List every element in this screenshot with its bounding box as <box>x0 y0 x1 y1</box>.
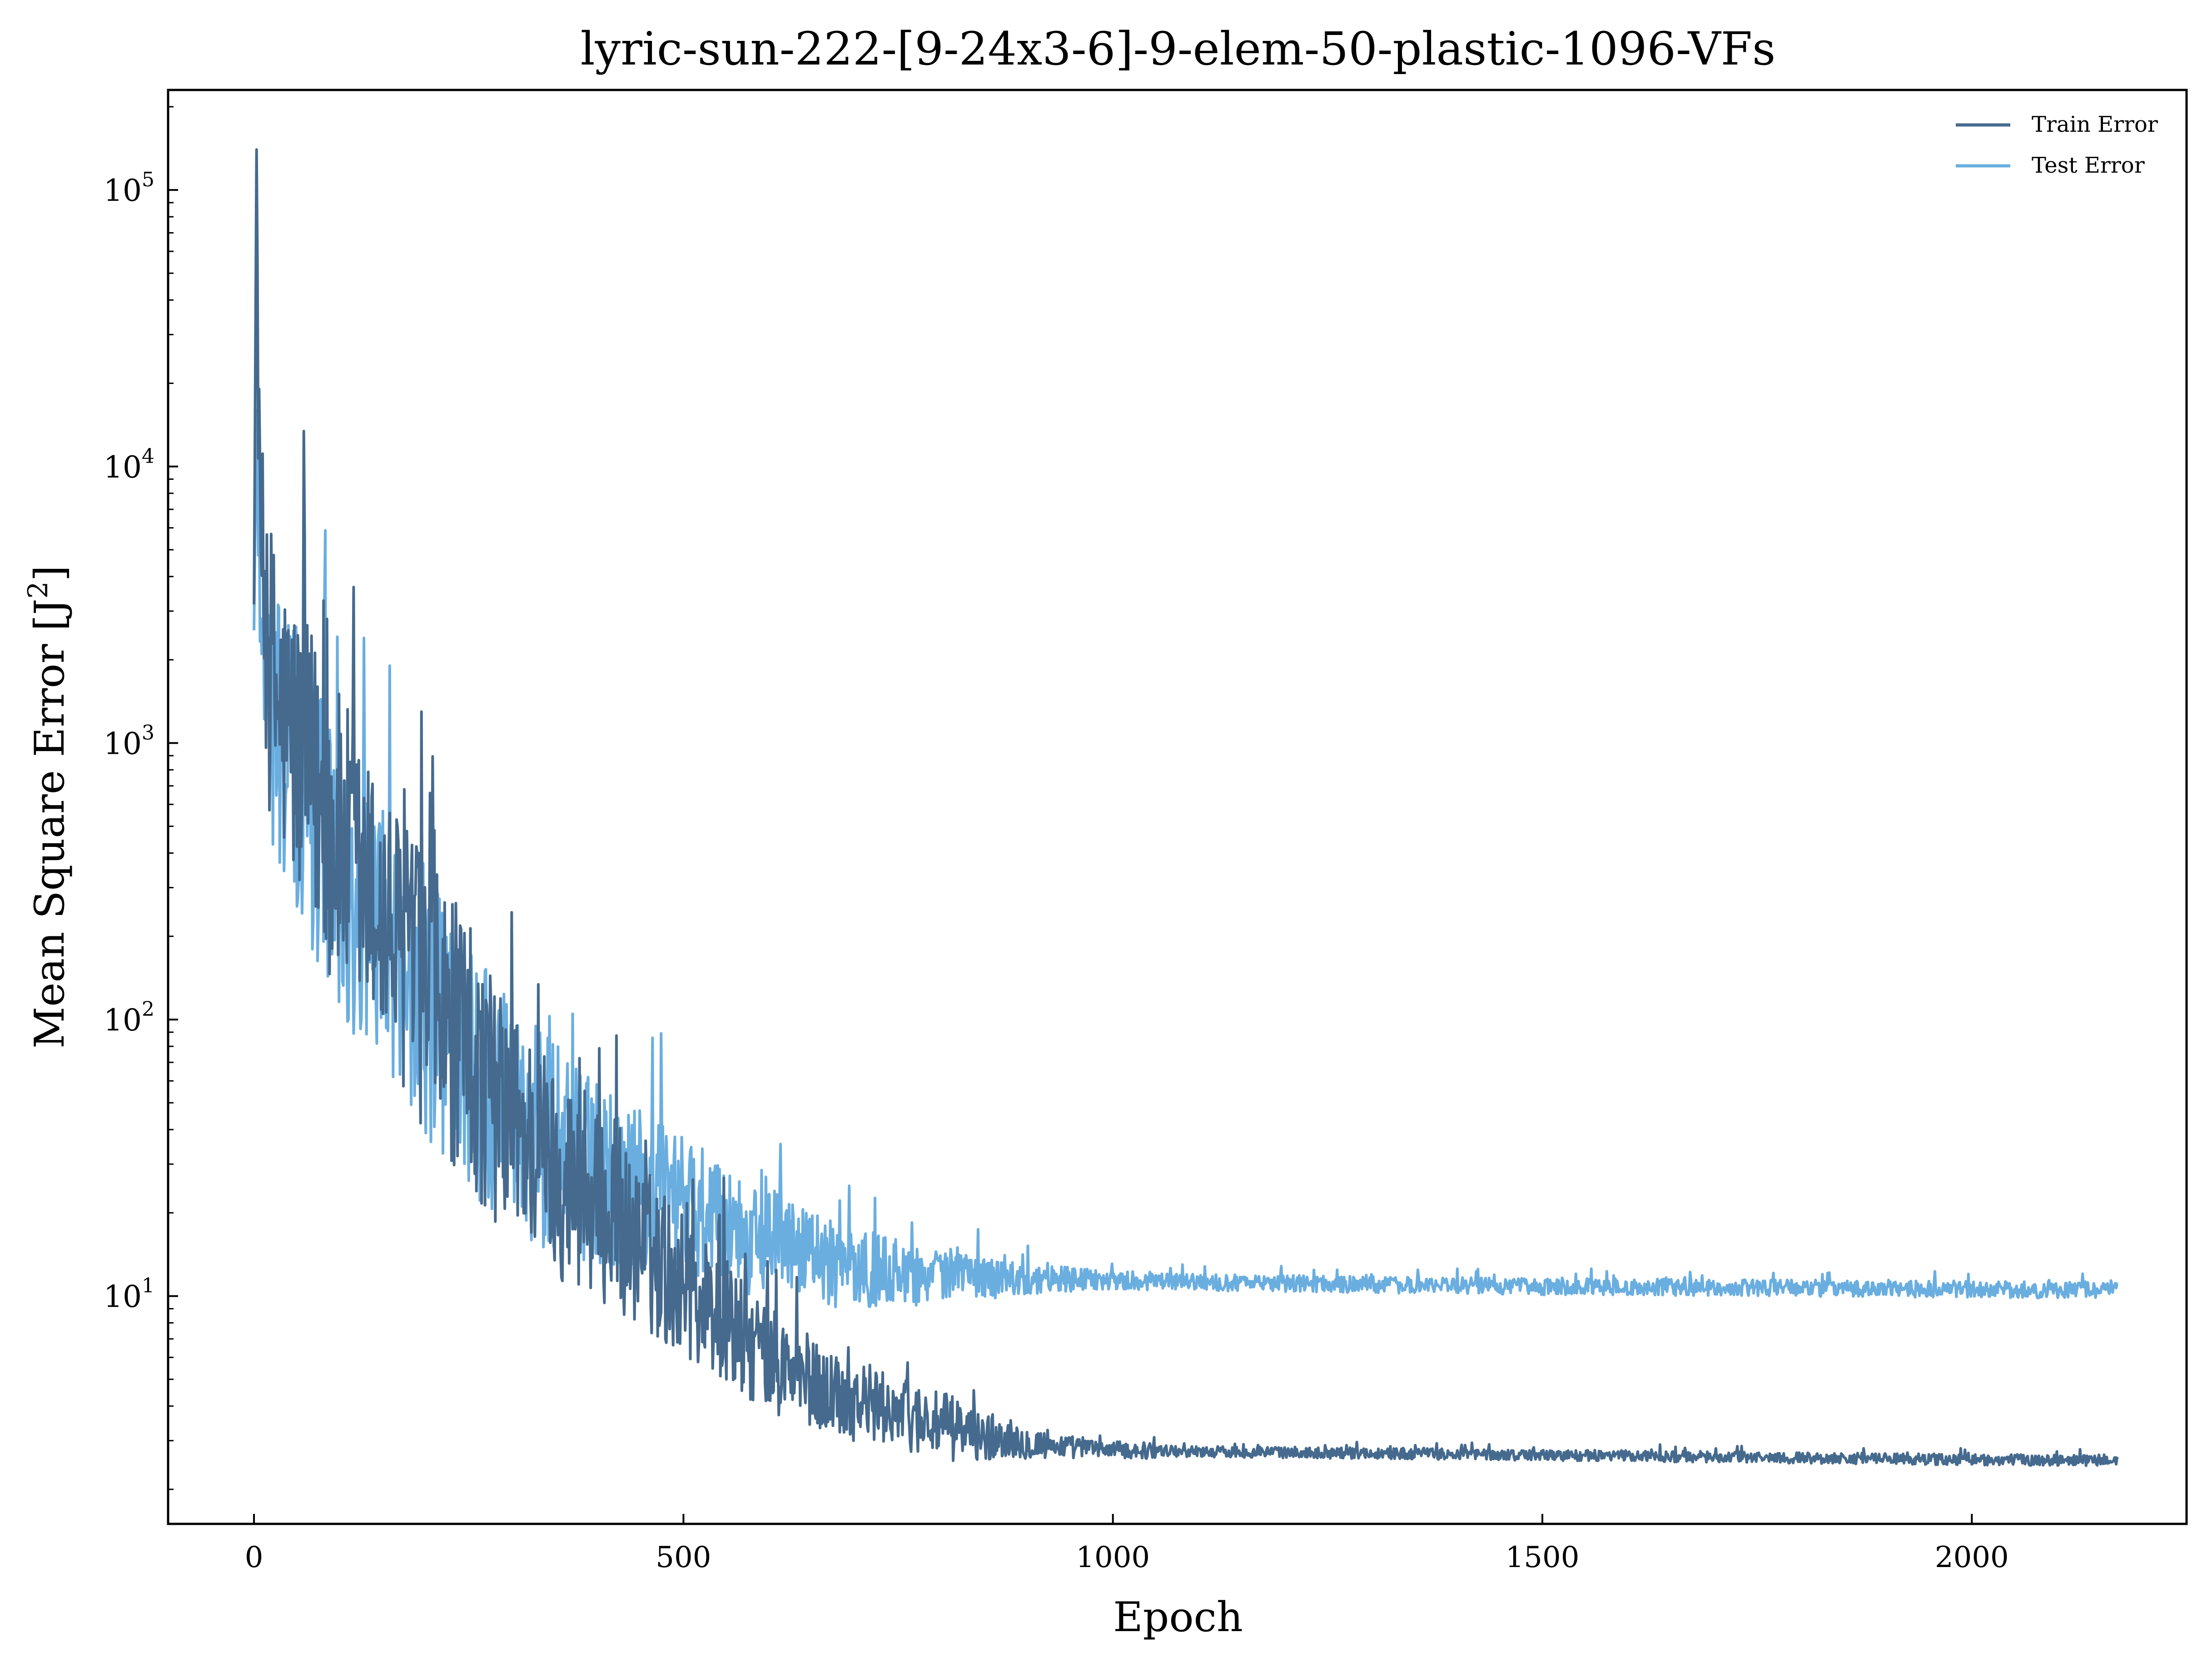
x-tick-label-0: 0 <box>245 1541 263 1574</box>
legend-label-test: Test Error <box>2032 153 2145 178</box>
y-axis-label: Mean Square Error [J2] <box>22 565 74 1049</box>
plot-area <box>167 89 2188 1525</box>
y-axis-label-exponent: 2 <box>22 581 54 598</box>
x-tick-label-2: 1000 <box>1076 1541 1150 1574</box>
axes-frame <box>167 89 2188 1525</box>
x-axis-label: Epoch <box>1113 1593 1243 1641</box>
x-tick-label-4: 2000 <box>1935 1541 2009 1574</box>
chart-title: lyric-sun-222-[9-24x3-6]-9-elem-50-plast… <box>581 22 1776 75</box>
y-tick-label-0: 101 <box>104 1274 154 1314</box>
x-tick-label-3: 1500 <box>1506 1541 1580 1574</box>
x-tick-label-1: 500 <box>656 1541 711 1574</box>
y-axis: 101 102 103 104 105 <box>104 106 178 1490</box>
series-layer <box>253 148 2119 1467</box>
train-error-line <box>253 148 2119 1467</box>
legend-item-test: Test Error <box>1956 153 2145 178</box>
test-error-line <box>253 408 2119 1309</box>
legend-label-train: Train Error <box>2032 112 2158 137</box>
y-tick-label-3: 104 <box>104 445 154 485</box>
y-axis-label-main: Mean Square Error [J <box>26 599 74 1049</box>
y-tick-label-2: 103 <box>104 721 154 761</box>
legend: Train Error Test Error <box>1956 112 2158 178</box>
x-axis: 0 500 1000 1500 2000 <box>245 1514 2009 1574</box>
y-tick-label-1: 102 <box>104 998 154 1038</box>
y-tick-label-4: 105 <box>104 168 154 208</box>
y-axis-label-close: ] <box>26 565 74 581</box>
legend-item-train: Train Error <box>1956 112 2158 137</box>
